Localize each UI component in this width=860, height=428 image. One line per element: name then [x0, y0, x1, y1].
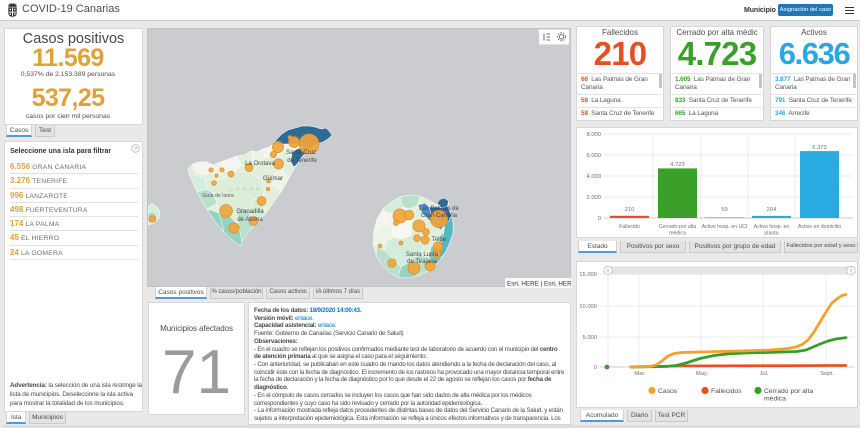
- svg-text:de Tirajana: de Tirajana: [407, 259, 437, 265]
- svg-text:0: 0: [598, 216, 601, 222]
- svg-text:6.373: 6.373: [812, 145, 827, 151]
- svg-text:médica: médica: [669, 231, 686, 237]
- svg-text:204: 204: [767, 207, 777, 213]
- svg-text:CANAR: CANAR: [229, 187, 263, 193]
- svg-text:Activo hosp. en: Activo hosp. en: [754, 224, 790, 230]
- svg-text:8.000: 8.000: [586, 132, 601, 138]
- svg-text:Esri, HERE | Esri, HERE: Esri, HERE | Esri, HERE: [507, 281, 572, 288]
- svg-text:10.000: 10.000: [579, 304, 597, 310]
- svg-text:Activo en domicilio: Activo en domicilio: [798, 224, 841, 230]
- svg-text:4.000: 4.000: [586, 174, 601, 180]
- svg-text:de Tenerife: de Tenerife: [287, 158, 317, 164]
- svg-text:de Abona: de Abona: [237, 217, 263, 223]
- svg-text:5.000: 5.000: [582, 335, 597, 341]
- svg-text:planta: planta: [764, 231, 778, 237]
- svg-text:Cerrado por alta: Cerrado por alta: [659, 224, 697, 230]
- svg-text:Gran Canaria: Gran Canaria: [421, 213, 458, 219]
- svg-text:Güímar: Güímar: [263, 176, 283, 182]
- svg-text:Mar.: Mar.: [634, 371, 646, 377]
- svg-text:Granadilla: Granadilla: [236, 209, 264, 215]
- svg-text:Santa Lucía: Santa Lucía: [406, 252, 439, 258]
- svg-text:0: 0: [594, 365, 597, 371]
- svg-text:Santa Cruz: Santa Cruz: [286, 150, 316, 156]
- svg-text:2.000: 2.000: [586, 195, 601, 201]
- svg-text:6.000: 6.000: [586, 153, 601, 159]
- svg-text:4.723: 4.723: [670, 162, 685, 168]
- svg-text:Las Palmas de: Las Palmas de: [419, 206, 459, 212]
- svg-text:59: 59: [721, 207, 727, 213]
- svg-text:Fallecido: Fallecido: [619, 224, 640, 230]
- svg-text:Cerrado por alta: Cerrado por alta: [764, 388, 813, 395]
- svg-text:Telde: Telde: [432, 237, 447, 243]
- svg-text:Activo hosp. en UCI: Activo hosp. en UCI: [702, 224, 748, 230]
- svg-text:Casos: Casos: [658, 388, 678, 395]
- svg-text:médica: médica: [764, 396, 786, 403]
- svg-text:Fallecidos: Fallecidos: [711, 388, 742, 395]
- svg-text:Sept.: Sept.: [820, 371, 834, 377]
- svg-text:May.: May.: [696, 371, 709, 377]
- svg-text:Guía de Isora: Guía de Isora: [202, 193, 234, 199]
- svg-text:La Orotava: La Orotava: [245, 161, 275, 167]
- svg-text:210: 210: [625, 207, 635, 213]
- svg-text:15.000: 15.000: [579, 272, 597, 278]
- svg-text:Jul.: Jul.: [759, 371, 768, 377]
